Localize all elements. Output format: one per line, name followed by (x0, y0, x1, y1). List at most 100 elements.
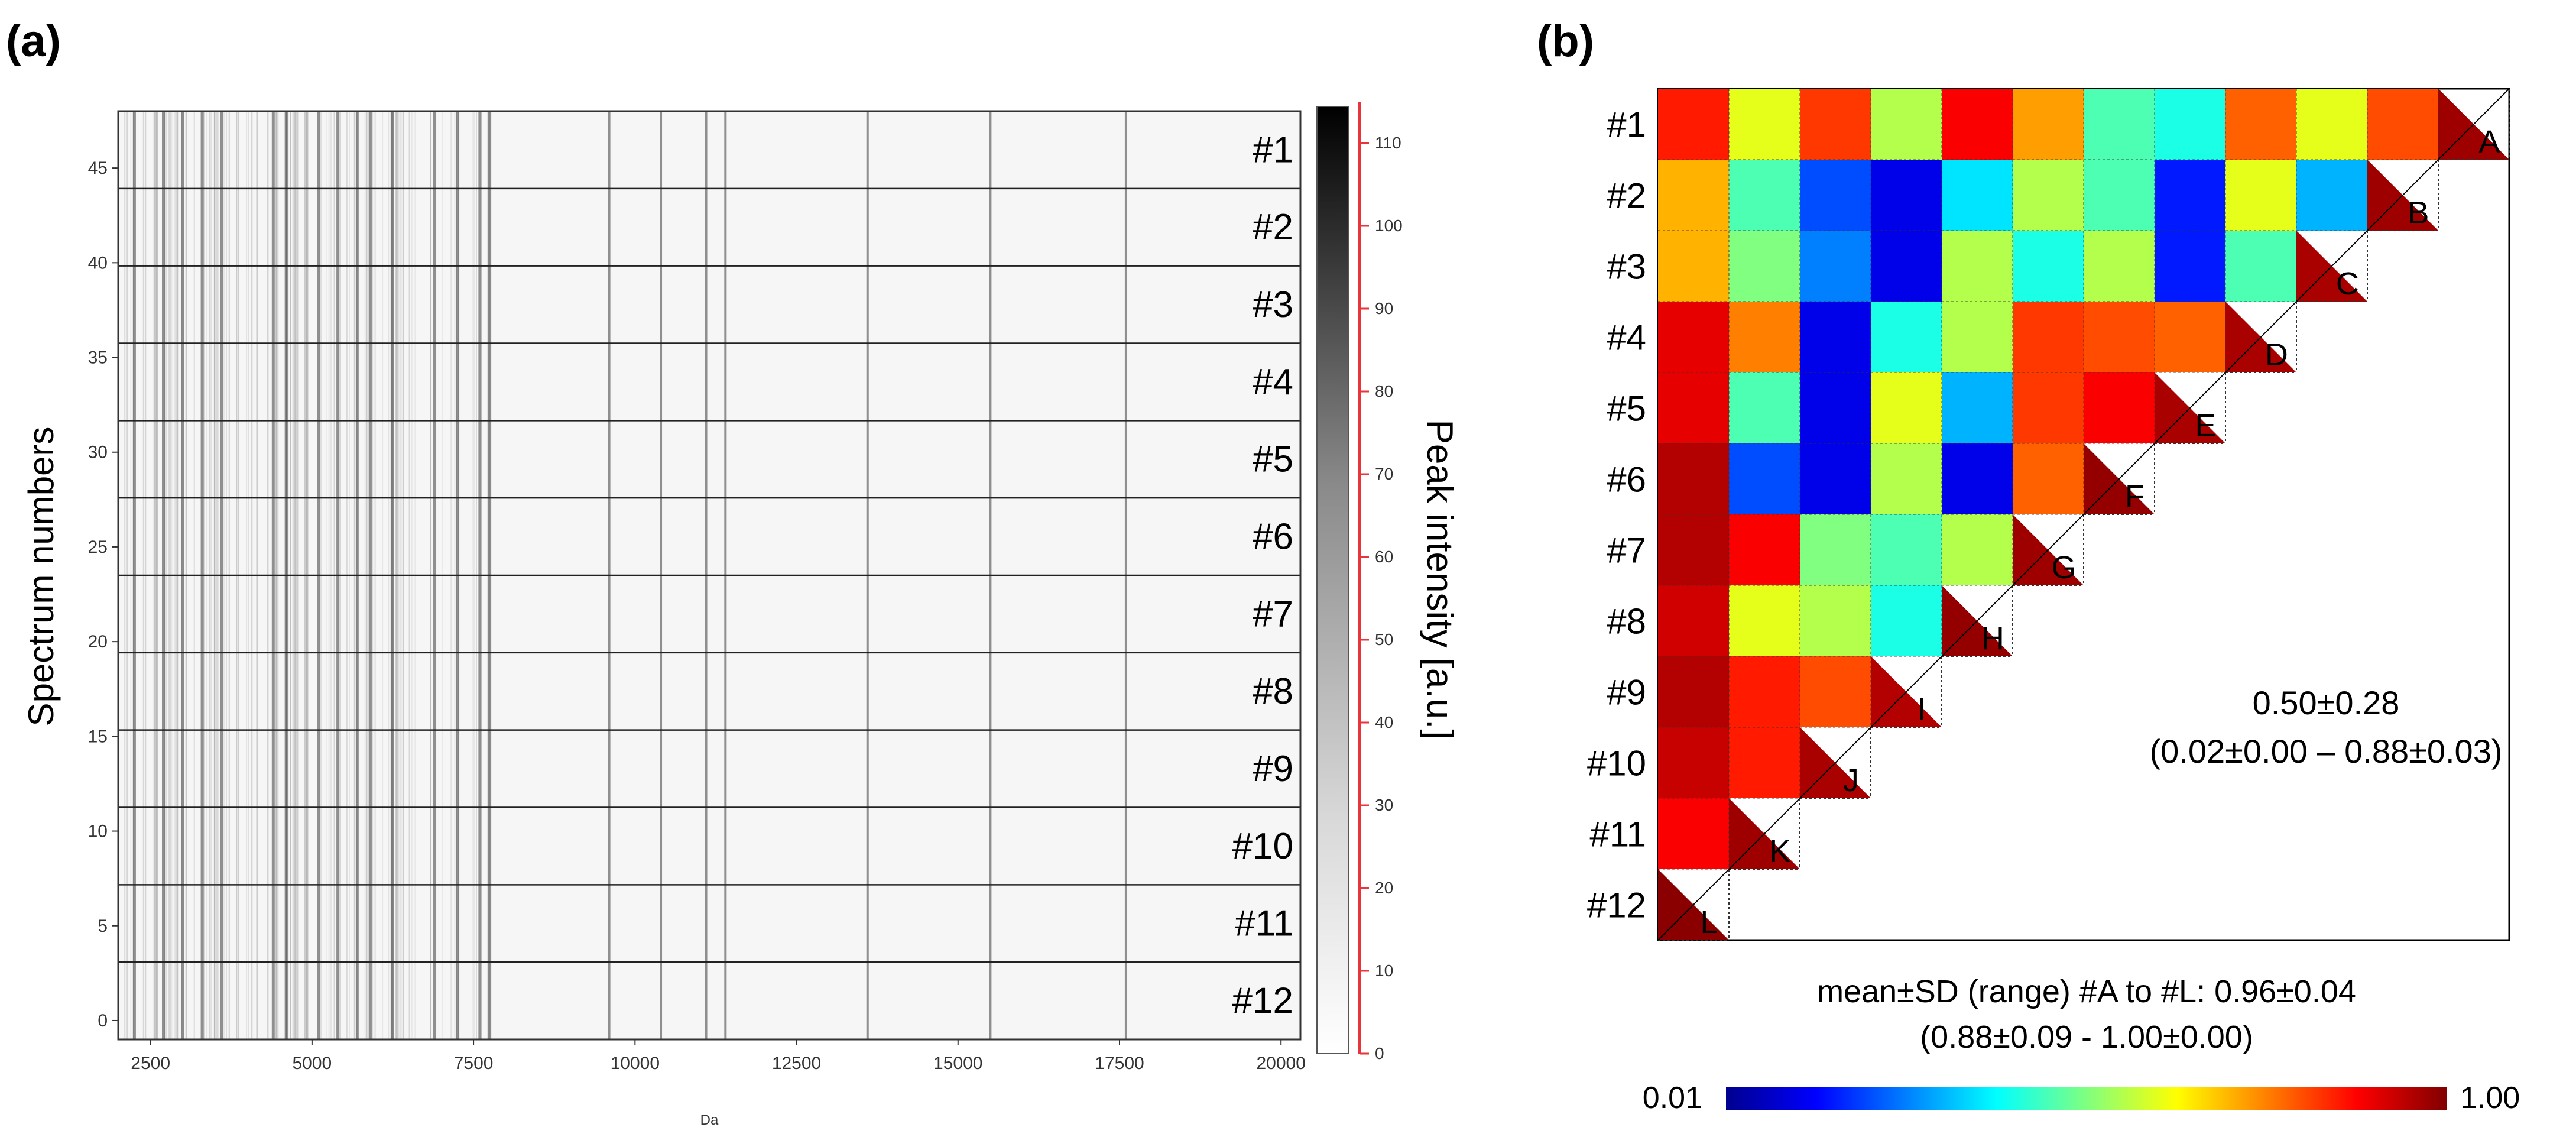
matrix-cell (1658, 585, 1729, 656)
group-label: #5 (1253, 439, 1293, 480)
matrix-cell (1942, 160, 2013, 231)
group-labels: #1 #2 #3 #4 #5 #6 #7 #8 #9 #10 #11 #12 (1232, 129, 1293, 1021)
matrix-cell (1942, 372, 2013, 443)
matrix-cell (2013, 160, 2084, 231)
matrix-cell (1800, 656, 1871, 727)
block-letter: G (2051, 550, 2076, 585)
within-group-summary: mean±SD (range) #A to #L: 0.96±0.04 (1817, 974, 2356, 1009)
y-axis-ticks: 0 5 10 15 20 25 30 35 40 45 (88, 158, 118, 1031)
matrix-cell (2013, 372, 2084, 443)
x-tick-label: 20000 (1256, 1054, 1305, 1073)
block-letter: C (2336, 266, 2359, 302)
matrix-cell (1729, 302, 1800, 372)
matrix-cell (1942, 302, 2013, 372)
y-tick-label: 5 (98, 916, 108, 936)
y-tick-label: 30 (88, 443, 108, 462)
colorbar-tick-label: 30 (1375, 796, 1393, 814)
block-letter: L (1700, 905, 1718, 940)
row-label: #9 (1607, 673, 1646, 712)
y-tick-label: 15 (88, 727, 108, 746)
matrix-cell (2225, 231, 2296, 302)
matrix-cell (1942, 89, 2013, 160)
diagonal-labels: A B C D E F G H I J K L (1700, 124, 2500, 940)
y-axis-label: Spectrum numbers (21, 427, 61, 727)
block-letter: K (1769, 834, 1790, 869)
colorbar-label: Peak intensity [a.u.] (1419, 419, 1460, 739)
colorbar-tick-label: 110 (1375, 134, 1401, 152)
matrix-cell (2367, 89, 2438, 160)
matrix-cell (2155, 89, 2225, 160)
panel-b: (b) #1 #2 #3 #4 #5 #6 #7 #8 #9 #10 #11 #12 A B C D E F G H… (1537, 16, 2520, 1115)
block-letter: F (2125, 479, 2144, 514)
matrix-cell (2084, 89, 2155, 160)
matrix-cell (2155, 160, 2225, 231)
correlation-colorbar (1726, 1087, 2447, 1110)
block-letter: H (1981, 621, 2004, 656)
colorbar-tick-label: 40 (1375, 713, 1393, 731)
matrix-cell (1658, 302, 1729, 372)
block-letter: A (2478, 124, 2500, 160)
matrix-cell (2155, 302, 2225, 372)
x-tick-label: 2500 (131, 1054, 170, 1073)
y-tick-label: 20 (88, 632, 108, 652)
x-tick-label: 17500 (1095, 1054, 1144, 1073)
group-label: #2 (1253, 207, 1293, 248)
off-diagonal-stat: 0.50±0.28 (2253, 684, 2400, 721)
matrix-cell (1729, 585, 1800, 656)
colorbar-tick-label: 0 (1375, 1044, 1384, 1063)
matrix-cell (1800, 302, 1871, 372)
matrix-cell (1942, 231, 2013, 302)
group-label: #1 (1253, 129, 1293, 170)
colorbar-tick-label: 50 (1375, 630, 1393, 649)
matrix-cell (2296, 160, 2367, 231)
matrix-cell (1871, 302, 1942, 372)
matrix-cell (1658, 372, 1729, 443)
panel-b-tag: (b) (1537, 16, 1594, 66)
matrix-cell (1729, 160, 1800, 231)
block-letter: E (2195, 408, 2216, 443)
matrix-cell (1871, 443, 1942, 514)
matrix-cell (1800, 231, 1871, 302)
colorbar-tick-label: 100 (1375, 216, 1403, 235)
group-label: #7 (1253, 594, 1293, 634)
matrix-cell (1658, 89, 1729, 160)
y-tick-label: 35 (88, 348, 108, 368)
matrix-cell (1871, 585, 1942, 656)
row-labels: #1 #2 #3 #4 #5 #6 #7 #8 #9 #10 #11 #12 (1587, 105, 1646, 925)
matrix-cell (1800, 89, 1871, 160)
matrix-cell (2084, 160, 2155, 231)
within-group-range: (0.88±0.09 - 1.00±0.00) (1920, 1019, 2253, 1055)
matrix-cell (1729, 89, 1800, 160)
matrix-cell (1800, 585, 1871, 656)
colorbar-max-label: 1.00 (2460, 1081, 2520, 1115)
matrix-diagonal (1657, 88, 2510, 941)
matrix-cell (1729, 231, 1800, 302)
matrix-cell (1729, 727, 1800, 798)
spectra-plot-frame (117, 110, 1302, 1041)
colorbar-tick-label: 20 (1375, 879, 1393, 897)
row-label: #5 (1607, 389, 1646, 429)
matrix-cell (1871, 514, 1942, 585)
matrix-cell (2013, 89, 2084, 160)
matrix-cell (2296, 89, 2367, 160)
matrix-cell (1729, 514, 1800, 585)
matrix-cell (2225, 89, 2296, 160)
group-label: #9 (1253, 749, 1293, 789)
row-label: #10 (1587, 744, 1646, 783)
colorbar-min-label: 0.01 (1643, 1081, 1702, 1115)
matrix-cell (2084, 231, 2155, 302)
group-label: #3 (1253, 284, 1293, 325)
matrix-cell (2084, 302, 2155, 372)
group-label: #10 (1232, 826, 1293, 867)
x-tick-label: 5000 (292, 1054, 332, 1073)
matrix-cell (2155, 231, 2225, 302)
y-tick-label: 25 (88, 537, 108, 557)
row-label: #11 (1589, 815, 1646, 854)
y-tick-label: 45 (88, 158, 108, 178)
matrix-cell (1800, 514, 1871, 585)
matrix-cell (2013, 443, 2084, 514)
group-label: #8 (1253, 671, 1293, 712)
intensity-colorbar (1316, 106, 1349, 1054)
matrix-cell (1729, 656, 1800, 727)
